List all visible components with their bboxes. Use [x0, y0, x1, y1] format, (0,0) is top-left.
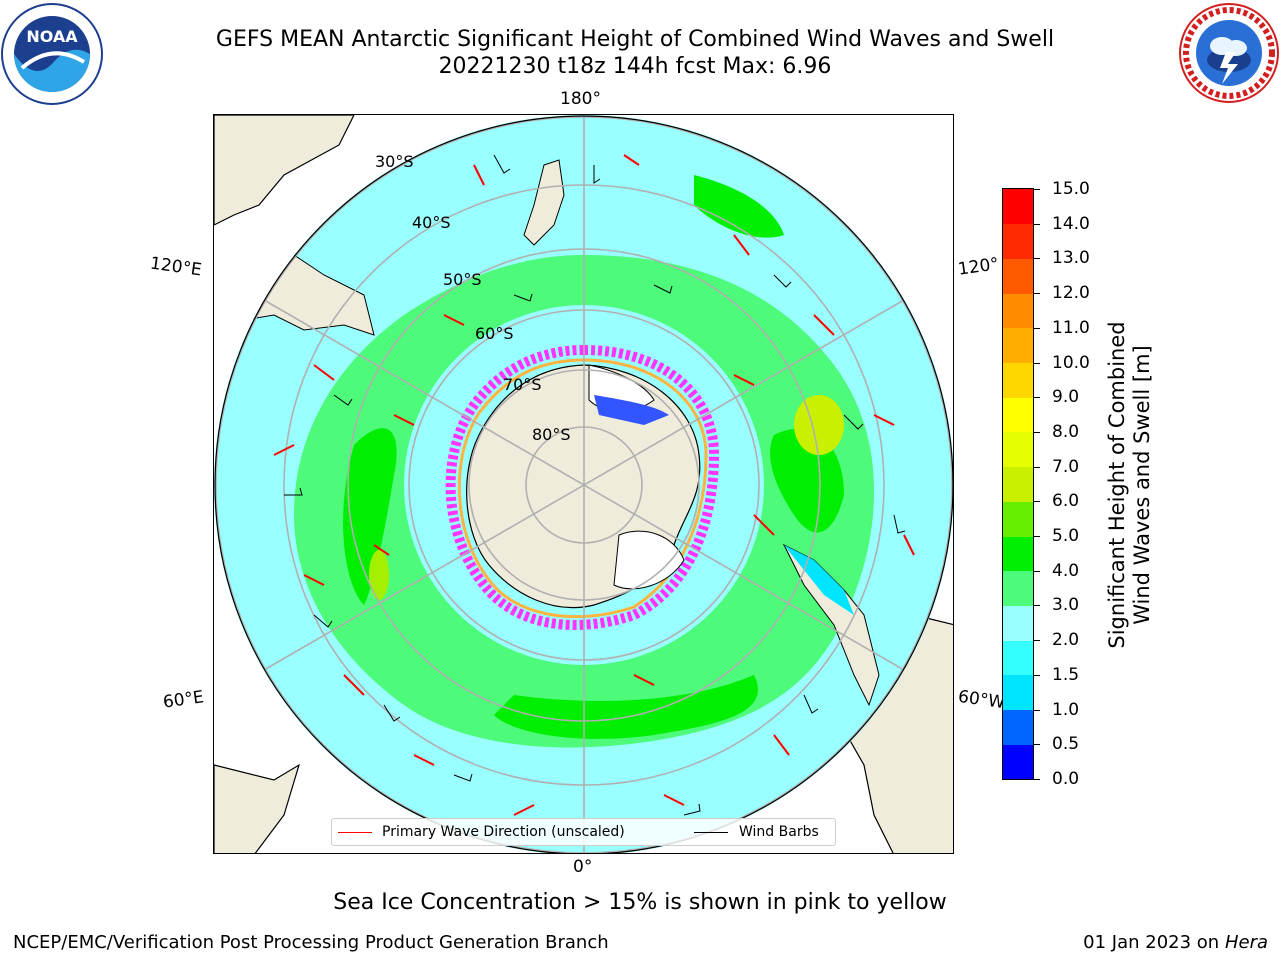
colorbar-segment: [1003, 258, 1033, 294]
colorbar-tick-label: 7.0: [1052, 456, 1080, 477]
colorbar-tick-label: 14.0: [1052, 213, 1090, 234]
lon-label-0: 0°: [573, 857, 593, 877]
colorbar-tick: [1034, 397, 1040, 399]
wave-max-patch: [794, 395, 844, 455]
colorbar-segment: [1003, 744, 1033, 780]
colorbar-tick-label: 1.0: [1052, 699, 1080, 720]
new-zealand: [523, 159, 565, 246]
colorbar-tick: [1034, 605, 1040, 607]
map-legend: Primary Wave Direction (unscaled) Wind B…: [331, 818, 836, 846]
wind-barbs: [284, 154, 906, 816]
colorbar-segment: [1003, 640, 1033, 676]
colorbar-tick: [1034, 536, 1040, 538]
noaa-logo-icon: NOAA: [1, 3, 103, 105]
colorbar-segment: [1003, 293, 1033, 329]
lon-label-120w: 120°: [956, 254, 1001, 280]
colorbar-tick: [1034, 570, 1040, 572]
sea-ice-note: Sea Ice Concentration > 15% is shown in …: [333, 890, 947, 915]
colorbar-tick-label: 4.0: [1052, 560, 1080, 581]
colorbar-segment: [1003, 536, 1033, 572]
svg-text:NOAA: NOAA: [26, 27, 78, 46]
lon-label-120e: 120°E: [148, 253, 203, 281]
colorbar-tick: [1034, 709, 1040, 711]
colorbar-title-line1: Significant Height of Combined: [1105, 321, 1129, 649]
colorbar-tick: [1034, 466, 1040, 468]
colorbar-tick-label: 3.0: [1052, 595, 1080, 616]
colorbar-segment: [1003, 674, 1033, 711]
colorbar-tick-label: 8.0: [1052, 421, 1080, 442]
legend-wind-barbs-label: Wind Barbs: [739, 824, 819, 840]
map-panel: [213, 114, 954, 854]
colorbar-segment: [1003, 466, 1033, 502]
colorbar-tick-label: 10.0: [1052, 352, 1090, 373]
colorbar-tick: [1034, 501, 1040, 503]
lat-label-60s: 60°S: [475, 324, 514, 343]
colorbar-tick-label: 12.0: [1052, 283, 1090, 304]
chart-subtitle: 20221230 t18z 144h fcst Max: 6.96: [438, 54, 832, 79]
footer-date: 01 Jan 2023 on Hera: [1083, 932, 1268, 953]
chart-title: GEFS MEAN Antarctic Significant Height o…: [215, 27, 1055, 52]
lat-label-50s: 50°S: [443, 270, 482, 289]
colorbar-segment: [1003, 570, 1033, 606]
colorbar-tick-label: 0.0: [1052, 769, 1080, 789]
colorbar-tick: [1034, 189, 1040, 190]
lon-label-180: 180°: [560, 89, 601, 109]
colorbar-tick-label: 1.5: [1052, 664, 1080, 685]
graticule: [215, 115, 953, 853]
sea-ice-ring: [445, 344, 720, 630]
colorbar-tick: [1034, 362, 1040, 364]
colorbar-tick: [1034, 674, 1040, 676]
colorbar-tick: [1034, 431, 1040, 433]
colorbar-tick-label: 2.0: [1052, 630, 1080, 651]
colorbar-segment: [1003, 709, 1033, 745]
colorbar-tick-label: 5.0: [1052, 526, 1080, 547]
footer-branch: NCEP/EMC/Verification Post Processing Pr…: [13, 932, 609, 953]
lon-label-60w: 60°W: [956, 686, 1007, 714]
colorbar-tick: [1034, 744, 1040, 746]
lat-label-70s: 70°S: [503, 375, 542, 394]
colorbar-segment: [1003, 189, 1033, 225]
colorbar-tick: [1034, 640, 1040, 642]
lon-label-60e: 60°E: [161, 687, 206, 713]
colorbar-tick-label: 11.0: [1052, 317, 1090, 338]
colorbar-tick: [1034, 327, 1040, 329]
lat-label-80s: 80°S: [532, 425, 571, 444]
colorbar-tick-label: 9.0: [1052, 387, 1080, 408]
legend-wave-direction-label: Primary Wave Direction (unscaled): [382, 824, 625, 840]
colorbar-tick: [1034, 293, 1040, 295]
lat-label-40s: 40°S: [412, 213, 451, 232]
colorbar-tick: [1034, 223, 1040, 225]
colorbar-title-line2: Wind Waves and Swell [m]: [1130, 345, 1154, 625]
colorbar: [1002, 188, 1034, 780]
colorbar-tick-label: 13.0: [1052, 248, 1090, 269]
colorbar-segment: [1003, 362, 1033, 398]
legend-wind-barbs-swatch: [694, 832, 728, 833]
colorbar-segment: [1003, 431, 1033, 468]
wave-arrows: [273, 154, 915, 816]
colorbar-segment: [1003, 223, 1033, 259]
nws-logo-icon: [1179, 3, 1279, 103]
map-disc: [214, 115, 953, 853]
colorbar-segment: [1003, 327, 1033, 364]
colorbar-segment: [1003, 397, 1033, 433]
colorbar-segment: [1003, 605, 1033, 641]
footer-date-text: 01 Jan 2023 on: [1083, 932, 1225, 953]
colorbar-tick-label: 15.0: [1052, 179, 1090, 199]
wave-height-map: [214, 115, 953, 853]
lat-label-30s: 30°S: [375, 152, 414, 171]
colorbar-segment: [1003, 501, 1033, 537]
colorbar-tick-label: 0.5: [1052, 734, 1080, 755]
colorbar-title: Significant Height of Combined Wind Wave…: [1105, 255, 1155, 715]
colorbar-tick-label: 6.0: [1052, 491, 1080, 512]
wave-band-4m: [494, 675, 758, 739]
colorbar-tick: [1034, 258, 1040, 260]
footer-machine: Hera: [1224, 932, 1268, 953]
colorbar-tick: [1034, 779, 1040, 780]
legend-wave-direction-swatch: [338, 832, 372, 833]
